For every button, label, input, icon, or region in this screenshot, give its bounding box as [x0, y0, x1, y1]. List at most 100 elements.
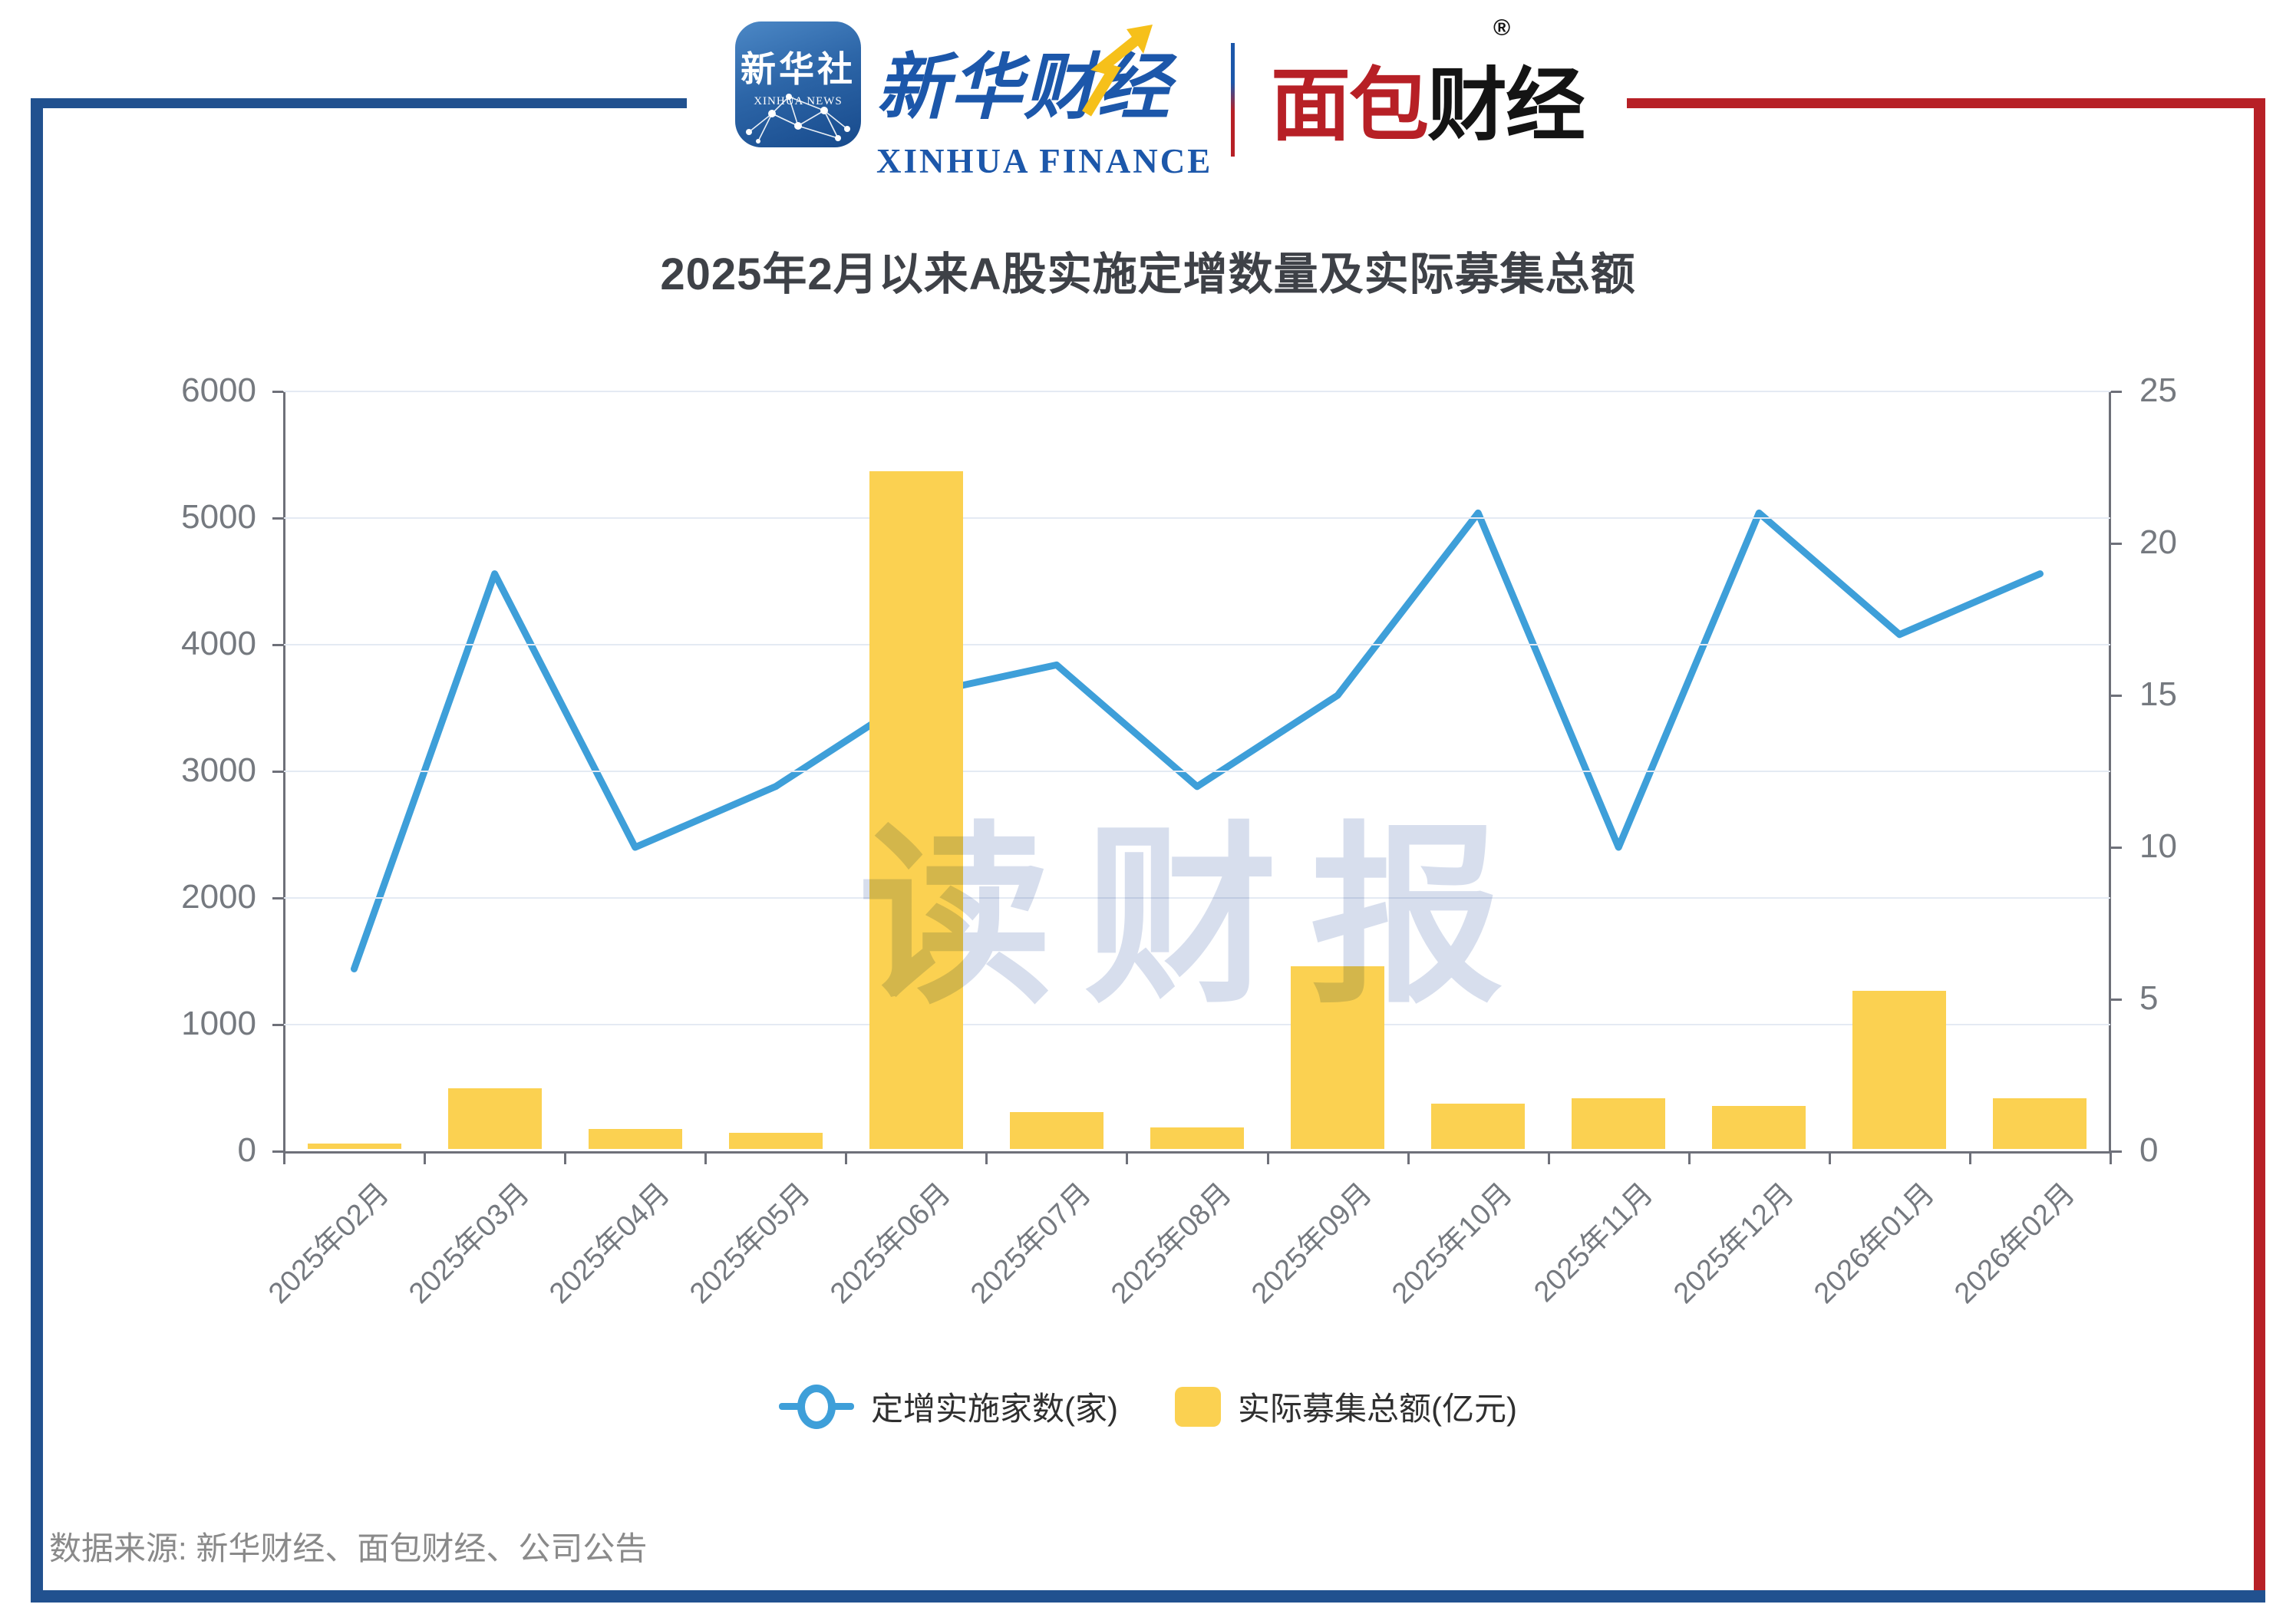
right-axis-tick [2111, 1150, 2122, 1153]
bar-2025年08月 [1150, 1127, 1244, 1149]
x-axis-tick [1547, 1154, 1550, 1164]
x-axis-label: 2026年02月 [1948, 1177, 2081, 1310]
x-axis-tick [1126, 1154, 1129, 1164]
x-axis-tick [283, 1154, 285, 1164]
top-border-blue [31, 98, 687, 108]
xinhua-news-logo: 新华社 XINHUA NEWS [735, 21, 861, 147]
x-axis-tick [424, 1154, 427, 1164]
x-axis-tick [985, 1154, 988, 1164]
legend-line-label: 定增实施家数(家) [871, 1391, 1118, 1427]
xinhua-finance-logo: 新华财经 XINHUA FINANCE [876, 29, 1237, 181]
bar-2025年11月 [1572, 1098, 1666, 1149]
left-axis-label: 2000 [181, 878, 256, 916]
xinhua-finance-english: XINHUA FINANCE [876, 142, 1213, 180]
left-axis-label: 4000 [181, 625, 256, 662]
network-graphic-icon [746, 94, 850, 144]
x-axis-label: 2025年06月 [824, 1177, 958, 1310]
x-axis-tick [1407, 1154, 1410, 1164]
xinhua-finance-calligraphy: 新华财经 [876, 47, 1172, 127]
bar-2025年05月 [728, 1132, 823, 1149]
line-series [351, 509, 2044, 972]
x-axis-label: 2025年02月 [262, 1177, 396, 1310]
x-axis-label: 2025年04月 [543, 1177, 677, 1310]
x-axis-tick [704, 1154, 708, 1164]
right-border [2254, 98, 2265, 1590]
right-axis-tick [2111, 998, 2122, 1001]
x-axis-label: 2025年09月 [1245, 1177, 1379, 1310]
bar-2025年03月 [447, 1088, 542, 1149]
chart-title: 2025年2月以来A股实施定增数量及实际募集总额 [660, 249, 1636, 299]
bar-2026年01月 [1852, 990, 1947, 1149]
bar-2025年10月 [1431, 1103, 1526, 1149]
x-axis-tick [1828, 1154, 1831, 1164]
left-axis-tick [272, 897, 283, 899]
bar-2025年02月 [307, 1144, 401, 1149]
x-axis-label: 2025年08月 [1105, 1177, 1239, 1310]
left-axis-label: 1000 [181, 1005, 256, 1042]
x-axis-label: 2025年05月 [684, 1177, 817, 1310]
x-axis-tick [564, 1154, 567, 1164]
bottom-border [31, 1590, 2265, 1603]
x-axis-tick [1687, 1154, 1691, 1164]
left-axis-tick [272, 771, 283, 773]
left-y-axis-line [283, 391, 285, 1154]
bar-2025年07月 [1009, 1112, 1103, 1149]
mianbao-finance-logo: 面包财经 [1271, 40, 1585, 156]
right-axis-label: 20 [2139, 523, 2177, 561]
x-axis-label: 2025年11月 [1528, 1177, 1660, 1309]
logo-divider [1231, 43, 1235, 157]
x-axis-label: 2025年03月 [402, 1177, 536, 1310]
x-axis-label: 2025年10月 [1386, 1177, 1519, 1310]
left-axis-label: 0 [237, 1131, 256, 1169]
right-axis-tick [2111, 391, 2122, 393]
mianbao-logo-red-part: 面包 [1271, 61, 1429, 150]
plot-area: 6000 5000 4000 3000 2000 1000 0 25 20 15 10 5 0 2025年… [181, 371, 2177, 1310]
left-axis-tick [272, 391, 283, 393]
legend-item-line[interactable]: 定增实施家数(家) [779, 1383, 1118, 1430]
legend-item-bar[interactable]: 实际募集总额(亿元) [1175, 1383, 1517, 1430]
mianbao-logo-black-part: 财经 [1427, 61, 1585, 150]
right-axis-label: 25 [2139, 371, 2177, 409]
right-axis-label: 0 [2139, 1131, 2159, 1169]
gridline [284, 644, 2110, 645]
x-axis-tick [1266, 1154, 1269, 1164]
x-axis-label: 2026年01月 [1807, 1177, 1941, 1310]
bar-2026年02月 [1993, 1098, 2087, 1149]
line-marker-ring-icon [797, 1384, 836, 1429]
top-border-red [1627, 98, 2265, 108]
right-y-axis-line [2109, 391, 2111, 1154]
data-source-note: 数据来源: 新华财经、面包财经、公司公告 [49, 1530, 648, 1566]
xinhua-news-logo-cn: 新华社 [741, 49, 856, 89]
bar-2025年12月 [1712, 1105, 1806, 1149]
x-axis-label: 2025年07月 [965, 1177, 1098, 1310]
left-axis-label: 6000 [181, 371, 256, 409]
gridline [284, 517, 2110, 519]
right-axis-tick [2111, 847, 2122, 849]
right-axis-label: 15 [2139, 675, 2177, 713]
line-series-marker-icon [779, 1384, 855, 1429]
x-axis-tick [845, 1154, 848, 1164]
left-axis-label: 5000 [181, 498, 256, 536]
gridline [284, 771, 2110, 772]
legend: 定增实施家数(家) 实际募集总额(亿元) [0, 1383, 2296, 1430]
gridline [284, 897, 2110, 899]
bar-series-marker-icon [1175, 1386, 1221, 1427]
left-axis-tick [272, 1150, 283, 1153]
gridline [284, 1024, 2110, 1025]
xinhua-news-logo-en: XINHUA NEWS [754, 95, 843, 107]
left-axis-tick [272, 517, 283, 520]
x-axis-tick [1968, 1154, 1971, 1164]
right-axis-label: 10 [2139, 827, 2177, 865]
x-axis-line [283, 1151, 2112, 1154]
left-axis-tick [272, 1024, 283, 1026]
x-axis-tick [2110, 1154, 2112, 1164]
right-axis-tick [2111, 695, 2122, 697]
yellow-arrow-icon [1082, 25, 1153, 117]
gridline [284, 391, 2110, 392]
x-axis-label: 2025年12月 [1667, 1177, 1800, 1310]
bar-2025年06月 [869, 471, 963, 1149]
left-border [31, 98, 43, 1603]
right-axis-tick [2111, 543, 2122, 545]
bar-2025年09月 [1291, 966, 1385, 1149]
registered-trademark-icon: ® [1493, 15, 1511, 41]
